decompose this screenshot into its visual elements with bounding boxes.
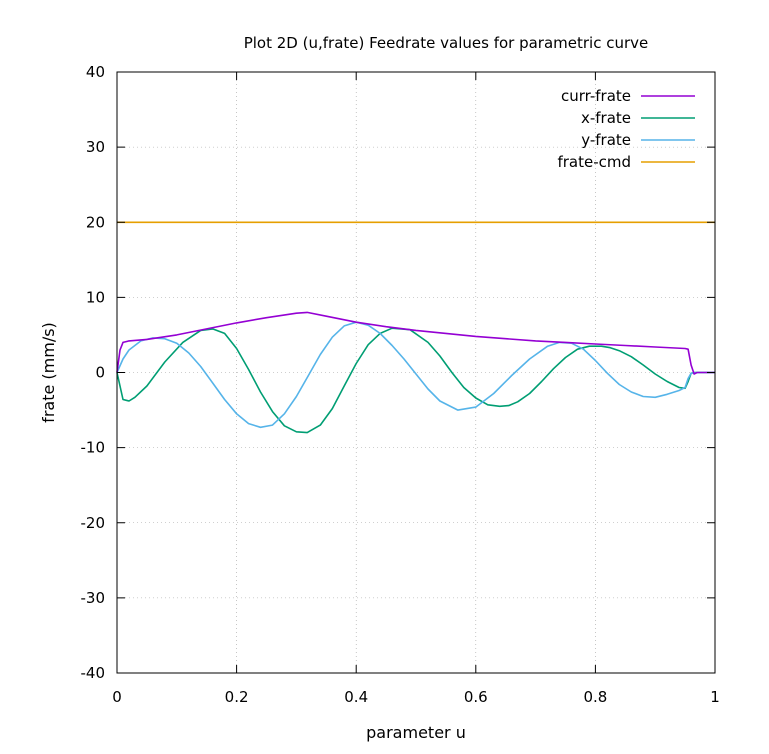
series-line-x-frate: [116, 327, 715, 434]
series-line-y-frate: [116, 321, 715, 429]
y-tick-label: 20: [86, 213, 105, 231]
chart-title: Plot 2D (u,frate) Feedrate values for pa…: [244, 34, 649, 52]
legend-label: y-frate: [581, 131, 631, 149]
x-tick-label: 1: [710, 688, 720, 706]
x-tick-label: 0.6: [464, 688, 488, 706]
y-tick-label: -40: [81, 664, 106, 682]
series-layer: [116, 221, 715, 434]
y-tick-label: 30: [86, 138, 105, 156]
y-tick-label: -30: [81, 589, 106, 607]
ticks: -40 -30 -20 -10 0 10 20 30 40 0 0.2 0.4 0.6 0.8 1: [81, 63, 720, 706]
legend-label: frate-cmd: [557, 153, 631, 171]
grid: [117, 72, 715, 673]
legend: curr-frate x-frate y-frate frate-cmd: [557, 87, 695, 171]
y-tick-label: 40: [86, 63, 105, 81]
x-tick-label: 0.4: [344, 688, 368, 706]
y-tick-label: 0: [95, 364, 105, 382]
x-tick-label: 0: [112, 688, 122, 706]
x-axis-label: parameter u: [366, 723, 466, 742]
y-tick-label: 10: [86, 288, 105, 306]
y-tick-label: -20: [81, 514, 106, 532]
legend-label: x-frate: [581, 109, 631, 127]
legend-label: curr-frate: [561, 87, 631, 105]
y-axis-label: frate (mm/s): [39, 322, 58, 423]
x-tick-label: 0.8: [583, 688, 607, 706]
x-tick-label: 0.2: [225, 688, 249, 706]
series-line-curr-frate: [116, 311, 715, 375]
y-tick-label: -10: [81, 439, 106, 457]
